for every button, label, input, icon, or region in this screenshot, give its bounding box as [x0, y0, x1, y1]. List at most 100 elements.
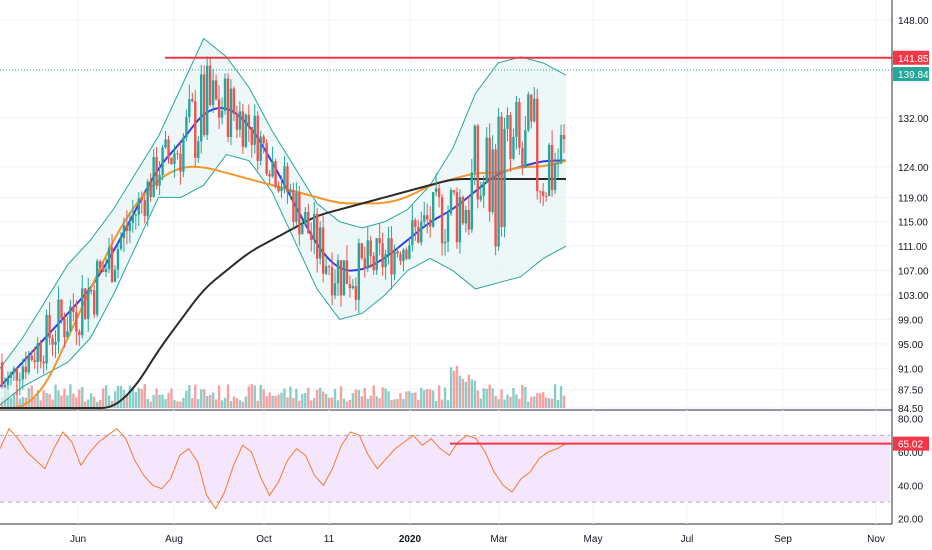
candle-body [286, 166, 289, 193]
candle-body [375, 238, 378, 271]
price-tick-label: 91.00 [898, 364, 923, 375]
candle-body [524, 130, 527, 168]
volume-bar [310, 400, 313, 408]
candle-body [229, 88, 233, 137]
candle-body [515, 102, 518, 137]
candle-body [87, 290, 90, 319]
volume-bar [36, 390, 39, 408]
candle-body [360, 243, 363, 259]
candle-body [214, 80, 218, 100]
candle-body [420, 221, 423, 243]
candle-body [81, 288, 84, 336]
volume-bar [140, 389, 143, 408]
candle-body [208, 65, 212, 105]
candle-body [158, 174, 161, 186]
candle-body [54, 341, 57, 345]
volume-bar [250, 384, 253, 408]
price-tick-label: 84.50 [898, 404, 923, 415]
volume-bar [277, 394, 280, 408]
candle-body [259, 136, 262, 161]
volume-bars [0, 365, 566, 408]
candle-body [307, 211, 310, 234]
volume-bar [399, 393, 402, 408]
candle-body [553, 163, 557, 191]
time-tick-label: Mar [490, 534, 508, 545]
volume-bar [119, 385, 123, 408]
volume-bar [232, 396, 236, 408]
volume-bar [128, 385, 132, 408]
volume-bar [137, 387, 140, 408]
volume-bar [244, 396, 248, 408]
volume-bar [60, 395, 63, 408]
volume-bar [21, 396, 25, 408]
candle-body [232, 88, 236, 114]
volume-bar [378, 398, 381, 408]
volume-bar [556, 399, 560, 408]
price-tick-label: 99.00 [898, 315, 923, 326]
time-tick-label: Jun [70, 534, 86, 545]
candle-body [298, 192, 301, 235]
volume-bar [324, 393, 328, 408]
candle-body [45, 314, 48, 364]
candle-body [203, 74, 206, 135]
volume-bar [217, 385, 221, 408]
candle-body [446, 213, 450, 242]
volume-bar [541, 392, 545, 408]
candle-body [301, 224, 304, 235]
volume-bar [33, 397, 36, 408]
candle-body [330, 267, 334, 296]
volume-bar [69, 384, 72, 408]
price-tick-label: 124.00 [898, 163, 929, 174]
volume-bar [173, 400, 176, 408]
volume-bar [170, 388, 173, 408]
candle-body [95, 261, 99, 315]
candle-body [491, 149, 494, 212]
candle-body [366, 240, 369, 269]
rsi-axis[interactable]: 80.00 60.00 40.00 20.00 [898, 415, 923, 526]
volume-bar [78, 389, 81, 408]
volume-bar [63, 388, 66, 408]
time-axis[interactable]: Jun Aug Oct 11 2020 Mar May Jul Sep Nov [70, 534, 885, 545]
candle-body [60, 299, 63, 319]
volume-bar [208, 394, 212, 408]
candle-body [381, 243, 384, 268]
volume-bar [449, 367, 453, 408]
volume-bar [95, 401, 99, 408]
candle-body [408, 245, 411, 259]
candle-body [280, 187, 283, 192]
candle-body [440, 197, 444, 244]
price-tick-label: 87.50 [898, 386, 923, 397]
candle-body [324, 266, 328, 274]
time-tick-label: Sep [774, 534, 792, 545]
candle-body [185, 117, 188, 138]
volume-bar [357, 390, 361, 408]
volume-bar [426, 389, 429, 408]
volume-bar [304, 393, 307, 408]
volume-bar [366, 398, 369, 408]
volume-bar [369, 395, 372, 408]
candle-body [9, 372, 13, 378]
candle-body [226, 78, 230, 137]
candle-body [125, 225, 129, 231]
rsi-tick-label: 20.00 [898, 515, 923, 526]
volume-bar [57, 390, 60, 408]
candle-body [372, 255, 375, 271]
volume-bar [333, 388, 337, 408]
candle-body [479, 195, 482, 200]
candle-body [173, 153, 176, 164]
candle-body [342, 260, 346, 296]
candle-body [3, 384, 7, 387]
price-axis[interactable]: 148.00 132.00 124.00 119.00 115.00 111.00 107.… [898, 16, 929, 415]
candle-body [428, 219, 432, 227]
volume-bar [497, 399, 500, 408]
candle-body [396, 251, 399, 254]
candle-body [274, 161, 277, 187]
volume-bar [405, 391, 408, 408]
volume-bar [75, 397, 78, 408]
volume-bar [351, 393, 355, 408]
volume-bar [339, 386, 343, 408]
bollinger-bands [0, 37, 567, 406]
volume-bar [182, 397, 185, 408]
volume-bar [191, 398, 194, 408]
volume-bar [562, 395, 566, 408]
